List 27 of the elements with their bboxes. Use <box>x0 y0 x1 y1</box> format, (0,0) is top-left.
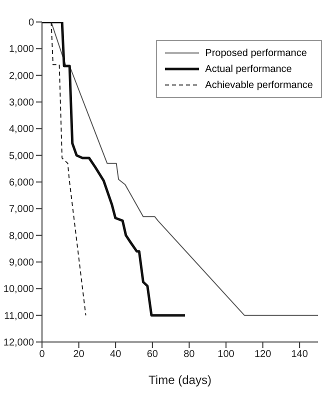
y-tick-label: 11,000 <box>4 310 34 322</box>
x-tick-label: 100 <box>218 349 235 360</box>
legend-label: Achievable performance <box>205 80 313 90</box>
x-tick-label: 20 <box>73 349 85 360</box>
y-tick-label: 5,000 <box>8 150 34 162</box>
legend-label: Actual performance <box>205 64 292 74</box>
x-tick-label: 140 <box>291 349 308 360</box>
x-tick-label: 80 <box>184 349 196 360</box>
y-tick-label: 7,000 <box>8 204 34 216</box>
x-axis-title: Time (days) <box>148 373 212 387</box>
x-tick-label: 60 <box>146 349 158 360</box>
x-tick-label: 120 <box>254 349 272 360</box>
y-tick-label: 6,000 <box>8 178 34 189</box>
y-tick-label: 4,000 <box>8 124 34 136</box>
y-tick-label: 9,000 <box>8 258 34 269</box>
y-tick-label: 3,000 <box>8 98 34 109</box>
y-tick-label: 12,000 <box>3 338 34 349</box>
y-tick-label: 8,000 <box>8 230 34 242</box>
legend-label: Proposed performance <box>205 48 307 58</box>
x-tick-label: 40 <box>110 349 122 360</box>
line-series <box>50 22 86 316</box>
y-tick-label: 1,000 <box>8 44 34 56</box>
line-series <box>42 22 186 317</box>
y-tick-label: 0 <box>28 18 34 29</box>
y-tick-label: 2,000 <box>8 70 34 82</box>
y-tick-label: 10,000 <box>3 284 34 296</box>
x-tick-label: 0 <box>39 349 46 360</box>
